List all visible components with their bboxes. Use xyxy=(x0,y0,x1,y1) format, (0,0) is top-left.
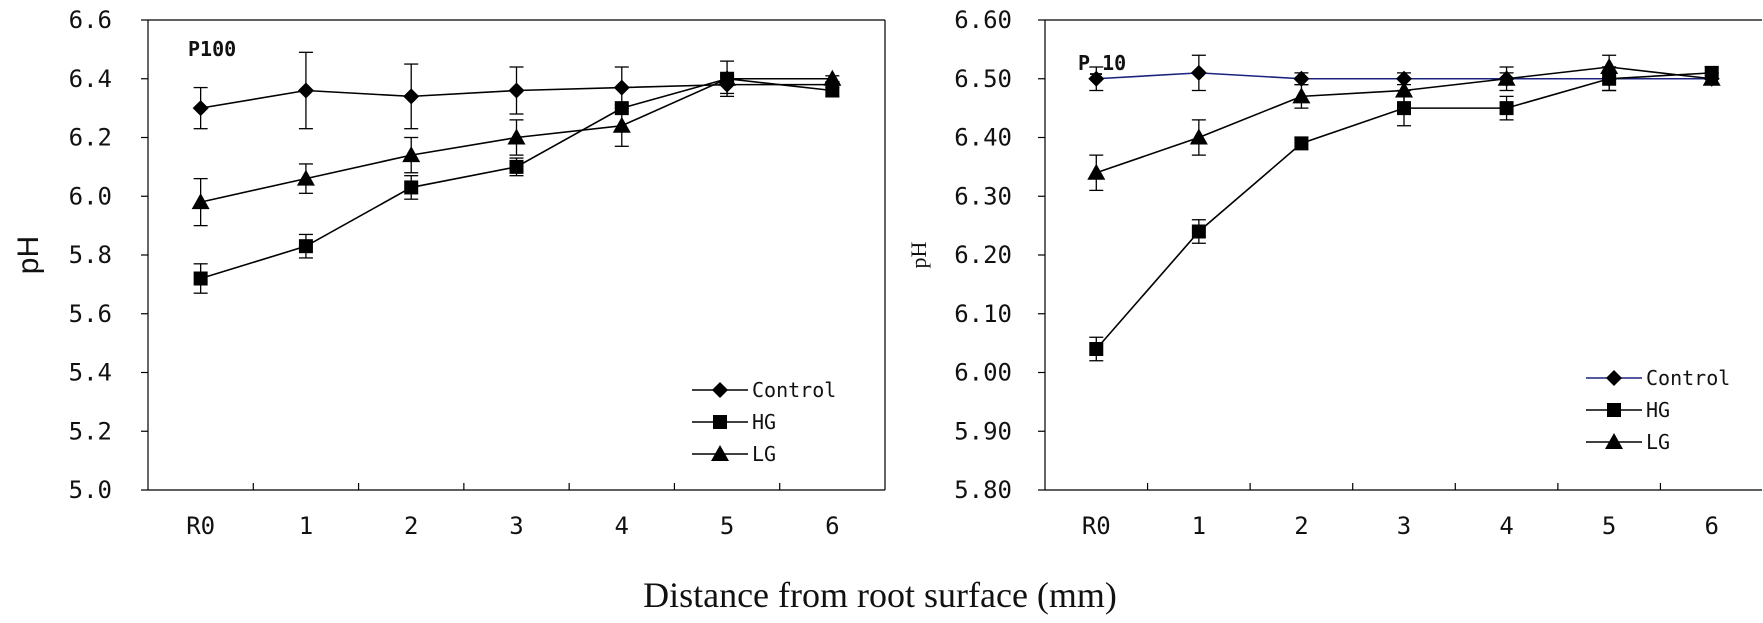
data-point-square xyxy=(1397,101,1411,116)
x-tick-label: 1 xyxy=(299,512,313,540)
y-tick-label: 6.2 xyxy=(69,124,112,152)
data-point-diamond xyxy=(508,82,525,99)
legend-label: LG xyxy=(1646,430,1670,454)
y-tick-label: 5.2 xyxy=(69,417,112,445)
x-tick-label: 1 xyxy=(1192,512,1206,540)
data-point-triangle xyxy=(402,146,421,163)
y-tick-label: 5.4 xyxy=(69,359,112,387)
x-tick-label: 2 xyxy=(1294,512,1308,540)
legend-marker-triangle xyxy=(711,445,729,461)
data-point-square xyxy=(1089,342,1104,356)
data-point-diamond xyxy=(297,82,314,99)
y-axis-label: pH xyxy=(906,241,931,268)
x-tick-label: 3 xyxy=(509,512,523,540)
data-point-square xyxy=(825,83,840,98)
y-tick-label: 6.30 xyxy=(954,182,1012,210)
legend-marker-square xyxy=(1607,403,1621,417)
legend-marker-diamond xyxy=(1606,370,1622,386)
data-point-square xyxy=(1499,101,1514,116)
data-point-square xyxy=(509,159,524,174)
data-point-square xyxy=(193,271,208,286)
x-tick-label: 3 xyxy=(1397,512,1411,540)
y-tick-label: 6.4 xyxy=(69,65,112,93)
legend-label: HG xyxy=(1646,398,1670,422)
data-point-square xyxy=(1294,136,1309,151)
data-point-diamond xyxy=(1190,64,1207,81)
data-point-square xyxy=(404,180,419,195)
y-tick-label: 6.50 xyxy=(954,65,1012,93)
data-point-triangle xyxy=(1292,87,1311,104)
shared-x-axis-label: Distance from root surface (mm) xyxy=(643,575,1117,615)
y-tick-label: 5.6 xyxy=(69,300,112,328)
legend-label: HG xyxy=(752,410,776,434)
data-point-diamond xyxy=(1293,70,1310,87)
data-point-triangle xyxy=(1702,69,1721,86)
legend-marker-diamond xyxy=(712,382,728,398)
series-lg xyxy=(191,69,842,227)
legend-label: Control xyxy=(1646,366,1730,390)
data-point-diamond xyxy=(403,88,420,105)
y-tick-label: 5.90 xyxy=(954,417,1012,445)
y-axis-label: pH xyxy=(12,236,45,274)
data-point-triangle xyxy=(1497,69,1516,86)
data-point-diamond xyxy=(613,79,630,96)
x-tick-label: 5 xyxy=(720,512,734,540)
x-tick-label: R0 xyxy=(186,512,215,540)
data-point-triangle xyxy=(1600,58,1619,74)
data-point-triangle xyxy=(1189,128,1208,145)
chart-panel-p10: 5.80 5.90 6.00 6.10 6.20 6.30 6.40 6.50 6.60 R0 1 2… xyxy=(906,6,1762,540)
x-tick-label: 6 xyxy=(825,512,839,540)
panel-label: P100 xyxy=(188,37,236,61)
series-hg xyxy=(1089,65,1719,362)
legend-marker-square xyxy=(713,415,727,429)
legend: Control HG LG xyxy=(692,378,836,466)
y-tick-label: 6.20 xyxy=(954,241,1012,269)
y-tick-label: 5.8 xyxy=(69,241,112,269)
data-point-diamond xyxy=(192,100,209,117)
panel-label: P_10 xyxy=(1078,51,1126,75)
data-point-triangle xyxy=(191,193,210,210)
data-point-square xyxy=(1191,224,1206,239)
x-tick-label: R0 xyxy=(1082,512,1111,540)
data-point-triangle xyxy=(612,116,631,133)
x-tick-label: 2 xyxy=(404,512,418,540)
data-point-diamond xyxy=(1088,70,1105,87)
x-tick-label: 5 xyxy=(1602,512,1616,540)
legend: Control HG LG xyxy=(1586,366,1730,454)
x-tick-label: 6 xyxy=(1704,512,1718,540)
y-tick-label: 6.0 xyxy=(69,182,112,210)
data-point-triangle xyxy=(1087,163,1106,180)
legend-label: LG xyxy=(752,442,776,466)
y-tick-label: 5.0 xyxy=(69,476,112,504)
data-point-triangle xyxy=(823,69,842,86)
data-point-triangle xyxy=(718,69,737,86)
series-control xyxy=(192,51,841,130)
data-point-square xyxy=(298,239,313,254)
legend-marker-triangle xyxy=(1605,433,1623,449)
legend-label: Control xyxy=(752,378,836,402)
y-tick-label: 6.60 xyxy=(954,6,1012,34)
data-point-triangle xyxy=(1395,81,1413,98)
chart-panel-p100: 5.0 5.2 5.4 5.6 5.8 6.0 6.2 6.4 6.6 R0 1 2 3 4 5 6 pH P10… xyxy=(12,6,886,540)
y-tick-label: 6.40 xyxy=(954,124,1012,152)
data-point-triangle xyxy=(296,169,315,186)
x-tick-label: 4 xyxy=(615,512,629,540)
y-tick-label: 6.00 xyxy=(954,359,1012,387)
y-tick-label: 6.6 xyxy=(69,6,112,34)
y-tick-label: 6.10 xyxy=(954,300,1012,328)
series-lg xyxy=(1087,54,1721,192)
x-tick-label: 4 xyxy=(1499,512,1513,540)
data-point-triangle xyxy=(507,128,526,145)
y-tick-label: 5.80 xyxy=(954,476,1012,504)
